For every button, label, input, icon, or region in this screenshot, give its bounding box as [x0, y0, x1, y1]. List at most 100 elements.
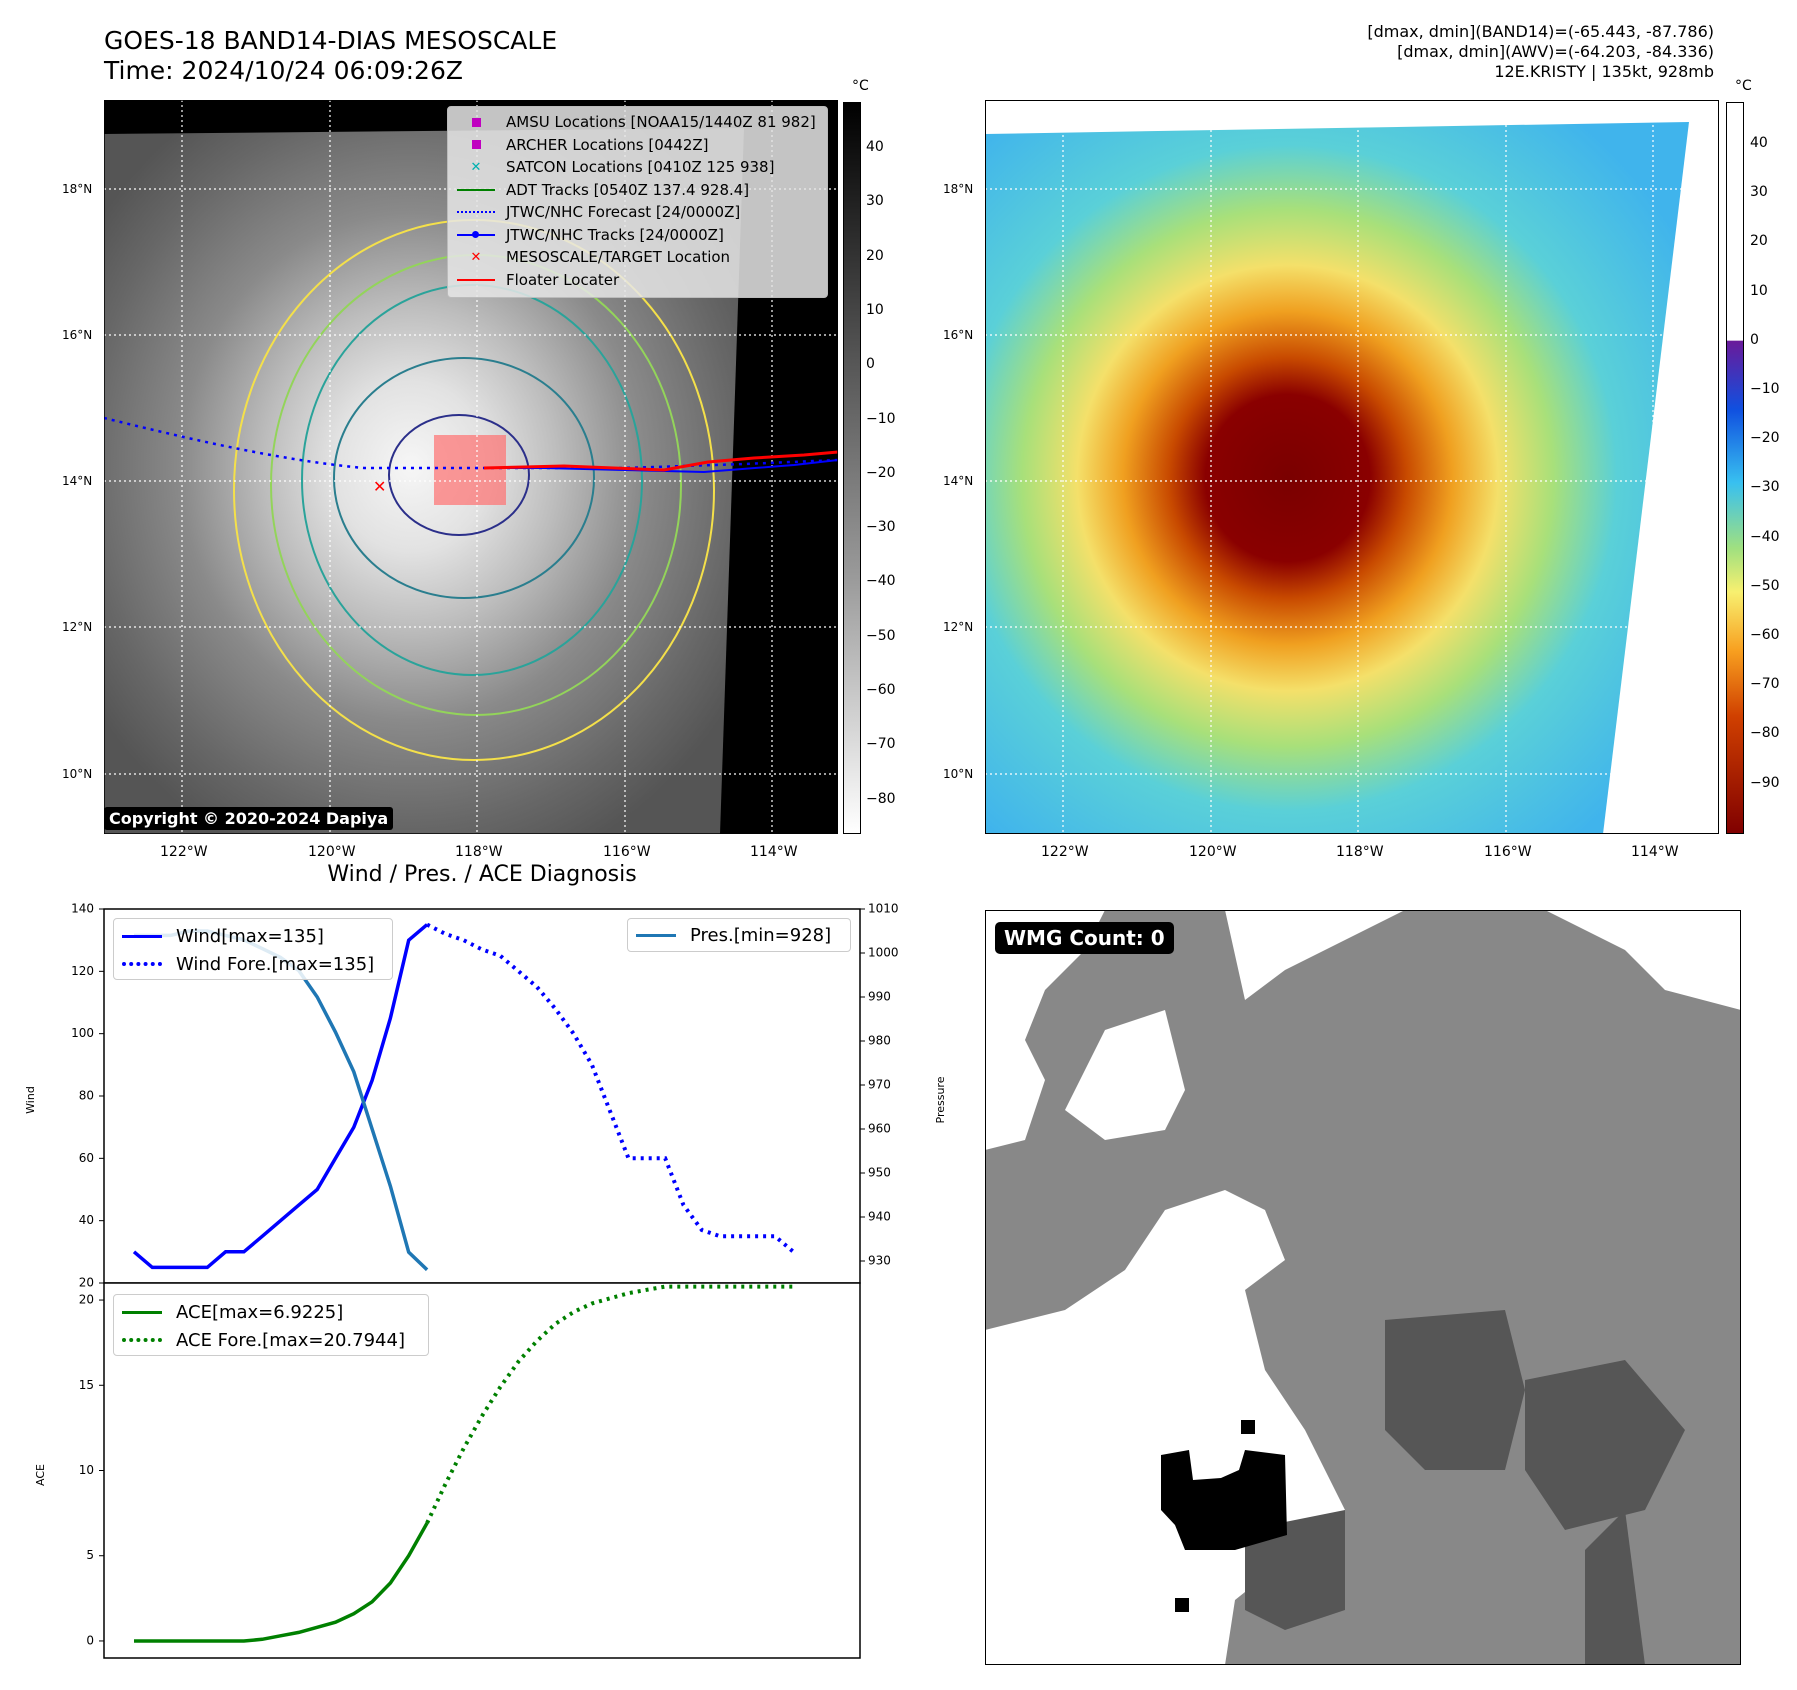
info-line-2: [dmax, dmin](AWV)=(-64.203, -84.336)	[1397, 42, 1714, 61]
map2-lat-label: 16°N	[943, 328, 974, 342]
ir-colorbar-tick: −10	[866, 410, 896, 427]
wind-tick-label: 60	[79, 1151, 94, 1165]
pressure-tick-label: 1010	[868, 902, 899, 916]
color-colorbar-tick: −40	[1750, 528, 1780, 545]
diagnosis-title: Wind / Pres. / ACE Diagnosis	[327, 862, 637, 887]
legend-item: Wind Fore.[max=135]	[122, 950, 384, 978]
info-line-1: [dmax, dmin](BAND14)=(-65.443, -87.786)	[1367, 22, 1714, 41]
ir-colorbar-tick: −70	[866, 736, 896, 753]
map2-lon-label: 114°W	[1631, 844, 1679, 860]
map2-lat-label: 12°N	[943, 620, 974, 634]
wmg-clear-region	[1065, 1010, 1185, 1140]
map1-lat-label: 12°N	[62, 620, 93, 634]
ir-colorbar-tick: −80	[866, 790, 896, 807]
wmg-clear-region	[1225, 910, 1405, 1000]
copyright-label: Copyright © 2020-2024 Dapiya	[104, 807, 394, 830]
color-colorbar-tick: 40	[1750, 135, 1768, 151]
pressure-tick-label: 930	[868, 1254, 891, 1268]
wind-tick-label: 100	[71, 1026, 94, 1040]
ace-tick-label: 15	[79, 1378, 94, 1392]
map1-lat-label: 10°N	[62, 767, 93, 781]
wmg-clear-region	[985, 910, 1105, 1150]
color-colorbar-tick: 10	[1750, 282, 1768, 299]
color-enhanced-map	[985, 100, 1719, 834]
color-colorbar-tick: −80	[1750, 725, 1780, 742]
color-colorbar-tick: −90	[1750, 774, 1780, 791]
figure-info: [dmax, dmin](BAND14)=(-65.443, -87.786) …	[1367, 22, 1714, 82]
legend-item: ✕ MESOSCALE/TARGET Location	[470, 248, 731, 267]
map2-lon-label: 122°W	[1041, 844, 1089, 860]
map1-lat-label: 18°N	[62, 182, 93, 196]
contour-core	[333, 357, 595, 599]
color-colorbar-tick: −50	[1750, 577, 1780, 594]
wind-tick-label: 120	[71, 964, 94, 978]
map1-lon-label: 116°W	[603, 844, 651, 860]
legend-item: JTWC/NHC Tracks [24/0000Z]	[454, 224, 827, 247]
ace-tick-label: 10	[79, 1463, 94, 1477]
wind-tick-label: 20	[79, 1276, 94, 1290]
pressure-tick-label: 950	[868, 1166, 891, 1180]
map2-lat-label: 14°N	[943, 474, 974, 488]
wind-series-line	[132, 923, 429, 1270]
color-colorbar-tick: −60	[1750, 627, 1780, 643]
ir-colorbar-tick: 0	[866, 356, 875, 373]
legend-item: ACE Fore.[max=20.7944]	[122, 1326, 420, 1354]
map2-lat-label: 10°N	[943, 767, 974, 781]
ir-colorbar	[843, 102, 861, 834]
color-colorbar-tick: 30	[1750, 184, 1768, 201]
ace-tick-label: 20	[79, 1293, 94, 1307]
ace-tick-label: 0	[86, 1633, 94, 1647]
map-legend: AMSU Locations [NOAA15/1440Z 81 982] ARC…	[447, 106, 828, 298]
wind-tick-label: 140	[71, 902, 94, 916]
wind-forecast-line	[426, 922, 795, 1254]
map2-lon-label: 120°W	[1189, 844, 1237, 860]
map1-lat-label: 16°N	[62, 328, 93, 342]
wmg-eye-fragment	[1241, 1420, 1255, 1434]
map1-lon-label: 118°W	[455, 844, 503, 860]
wmg-cold-region	[1525, 1360, 1685, 1530]
legend-item: ✕ SATCON Locations [0410Z 125 938]	[470, 158, 775, 177]
wmg-count-label: WMG Count: 0	[995, 922, 1174, 954]
ir-colorbar-tick: −30	[866, 519, 896, 536]
ace-legend: ACE[max=6.9225] ACE Fore.[max=20.7944]	[113, 1294, 429, 1356]
target-marker: ✕	[373, 477, 386, 496]
diagnosis-chart: 1401201008060402010101000990980970960950…	[24, 902, 947, 1659]
color-colorbar-tick: 20	[1750, 233, 1768, 250]
legend-item: ACE[max=6.9225]	[122, 1298, 420, 1326]
wmg-cold-region	[1385, 1310, 1525, 1470]
legend-item: Wind[max=135]	[122, 922, 384, 950]
wind-legend: Wind[max=135] Wind Fore.[max=135]	[113, 918, 393, 980]
pressure-tick-label: 980	[868, 1034, 891, 1048]
contour-eyewall	[388, 414, 530, 536]
ir-colorbar-unit: °C	[852, 78, 869, 94]
legend-item: AMSU Locations [NOAA15/1440Z 81 982]	[454, 111, 827, 134]
ir-colorbar-tick: 30	[866, 193, 884, 210]
wind-axis-label: Wind	[24, 1086, 37, 1114]
color-colorbar-unit: °C	[1735, 78, 1752, 94]
pressure-tick-label: 940	[868, 1210, 891, 1224]
color-swath	[985, 122, 1689, 834]
legend-item: ADT Tracks [0540Z 137.4 928.4]	[454, 179, 827, 202]
floater-track	[483, 450, 838, 472]
legend-item: JTWC/NHC Forecast [24/0000Z]	[454, 201, 827, 224]
title-line-1: GOES-18 BAND14-DIAS MESOSCALE	[104, 26, 558, 55]
map1-lon-label: 122°W	[160, 844, 208, 860]
pressure-tick-label: 970	[868, 1078, 891, 1092]
ir-colorbar-tick: −20	[866, 464, 896, 481]
ace-series-line	[134, 1522, 429, 1643]
map2-lon-label: 116°W	[1484, 844, 1532, 860]
ace-axis-label: ACE	[34, 1464, 47, 1486]
ir-colorbar-tick: −50	[866, 627, 896, 644]
wmg-cold-region	[1245, 1510, 1345, 1630]
pressure-tick-label: 1000	[868, 946, 899, 960]
ir-colorbar-tick: 10	[866, 301, 884, 318]
pressure-legend: Pres.[min=928]	[627, 918, 851, 952]
ir-colorbar-tick: −40	[866, 573, 896, 590]
ace-tick-label: 5	[86, 1548, 94, 1562]
pressure-axis-label: Pressure	[934, 1076, 947, 1123]
map1-lon-label: 114°W	[750, 844, 798, 860]
legend-item: Pres.[min=928]	[636, 922, 842, 948]
ir-colorbar-tick: 20	[866, 247, 884, 264]
color-colorbar-tick: 0	[1750, 331, 1759, 348]
pressure-tick-label: 960	[868, 1122, 891, 1136]
